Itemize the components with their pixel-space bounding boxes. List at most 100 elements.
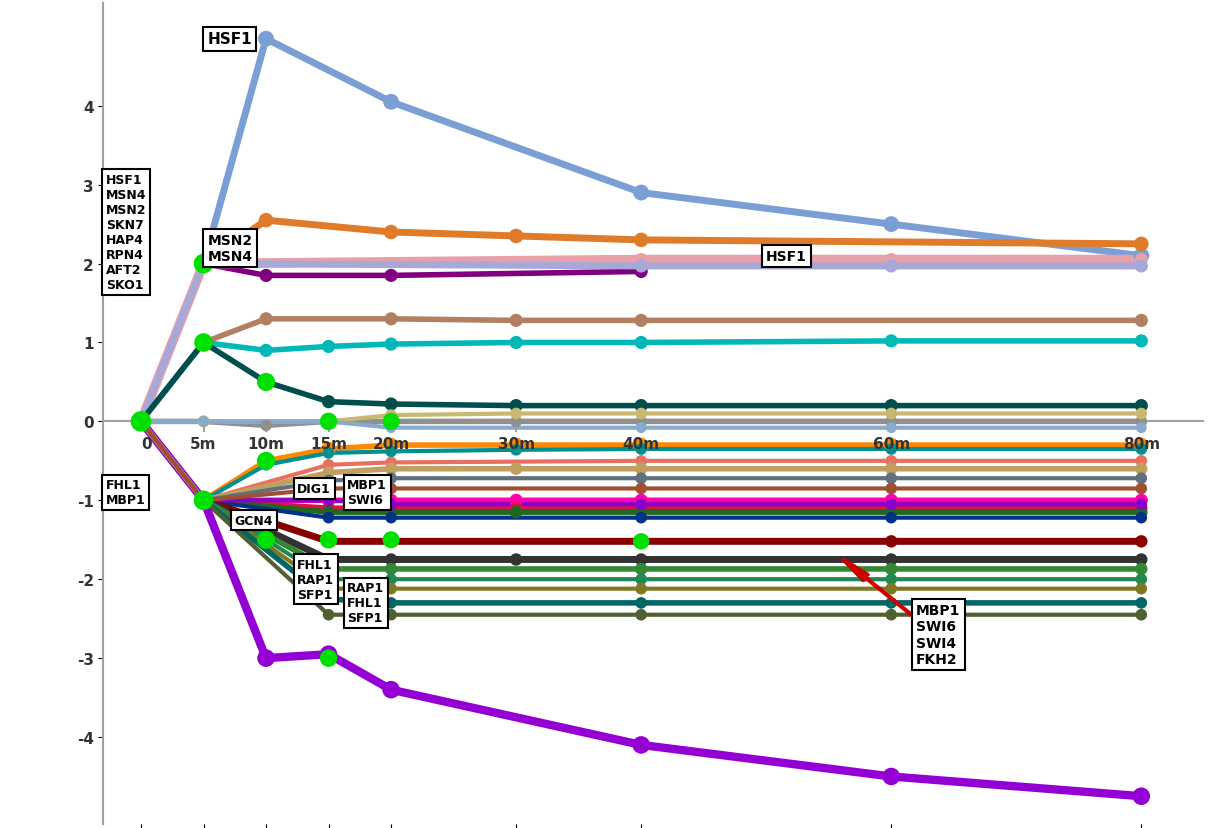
Point [319,502,338,515]
Point [382,498,401,511]
Point [193,494,213,508]
Point [632,563,651,576]
Text: 80m: 80m [1122,436,1160,451]
Point [193,494,213,508]
Point [132,416,151,429]
Point [132,416,151,429]
Point [256,313,275,326]
Text: 5m: 5m [191,436,216,451]
Point [882,219,901,232]
Point [632,260,651,273]
Point [1132,790,1151,803]
Text: 20m: 20m [372,436,410,451]
Point [882,482,901,495]
Point [382,96,401,109]
Point [132,416,151,429]
Point [382,445,401,459]
Point [382,416,401,429]
Point [319,416,338,429]
Point [632,512,651,525]
Point [319,494,338,508]
Point [256,214,275,228]
Point [382,409,401,422]
Point [1132,502,1151,515]
Point [1132,506,1151,519]
Point [632,582,651,595]
Point [632,498,651,511]
Point [882,498,901,511]
Text: MBP1
SWI6: MBP1 SWI6 [348,479,387,507]
Point [882,494,901,508]
Text: FHL1
MBP1: FHL1 MBP1 [106,479,146,507]
Point [382,609,401,622]
Point [193,258,213,271]
Point [1132,250,1151,263]
Point [256,376,275,389]
Point [256,419,275,432]
Point [193,494,213,508]
Point [1132,563,1151,576]
Point [319,535,338,548]
Point [319,563,338,576]
Point [256,455,275,468]
Point [132,416,151,429]
Point [882,573,901,586]
Point [319,553,338,566]
Point [1132,582,1151,595]
Point [632,416,651,429]
Point [382,269,401,282]
Text: MSN2
MSN4: MSN2 MSN4 [208,233,252,263]
Point [382,421,401,435]
Point [132,416,151,429]
Point [132,416,151,429]
Point [632,463,651,476]
Point [132,416,151,429]
Text: 40m: 40m [622,436,660,451]
Point [132,416,151,429]
Point [382,533,401,546]
Point [632,421,651,435]
Point [632,553,651,566]
Text: HSF1: HSF1 [766,249,807,263]
Point [193,494,213,508]
Point [319,652,338,665]
Point [319,512,338,525]
Point [1132,253,1151,267]
Point [193,336,213,349]
Point [882,463,901,476]
Point [382,472,401,485]
Point [632,443,651,456]
Point [256,344,275,358]
Point [132,416,151,429]
Point [256,455,275,468]
Point [882,596,901,609]
Point [882,260,901,273]
Point [632,739,651,752]
Point [132,416,151,429]
Point [1132,596,1151,609]
Point [256,33,275,46]
Point [193,494,213,508]
Point [1132,494,1151,508]
Point [882,770,901,783]
Point [1132,421,1151,435]
Point [882,535,901,548]
Point [132,416,151,429]
Point [382,398,401,412]
Point [319,474,338,488]
Point [382,439,401,452]
Point [132,416,151,429]
Text: RAP1
FHL1
SFP1: RAP1 FHL1 SFP1 [348,582,384,624]
Point [632,266,651,279]
Point [132,416,151,429]
Point [882,563,901,576]
Point [193,258,213,271]
Point [882,455,901,468]
Point [193,258,213,271]
Point [882,553,901,566]
Point [132,416,151,429]
Point [382,416,401,429]
Point [506,336,525,349]
Point [319,396,338,409]
Point [132,416,151,429]
